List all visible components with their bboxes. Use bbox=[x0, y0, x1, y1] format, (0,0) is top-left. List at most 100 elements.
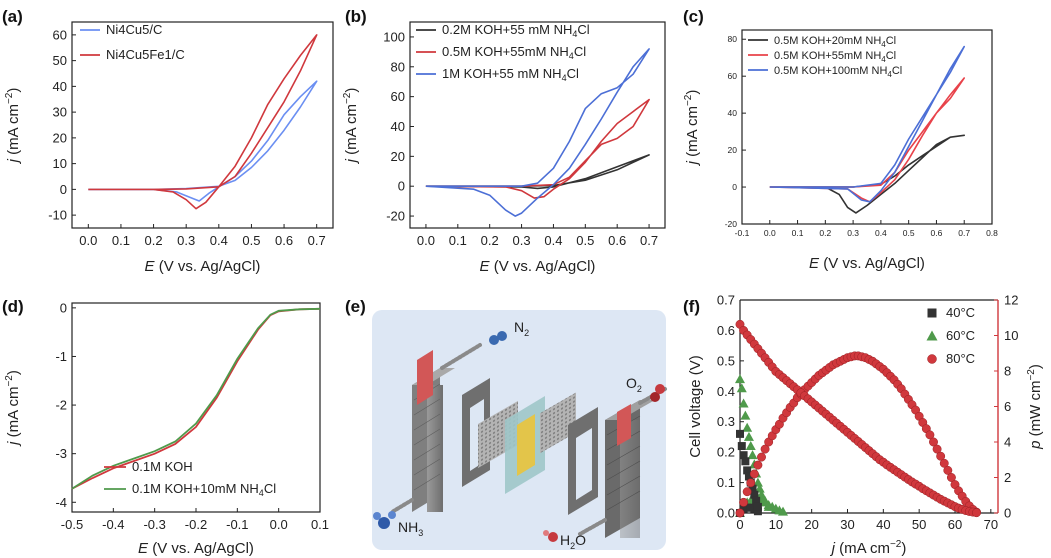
x-tick-label: -0.3 bbox=[143, 517, 165, 532]
chart-b-cv-koh: 0.0 0.1 0.2 0.3 0.4 0.5 0.6 0.7 100 80 60 40 20 0 -20 0… bbox=[342, 21, 666, 275]
y-tick-label: 10 bbox=[53, 156, 67, 171]
x-tick-label: -0.4 bbox=[102, 517, 124, 532]
y-axis-label: Cell voltage (V) bbox=[687, 355, 704, 458]
chart-d-lsv: -0.5 -0.4 -0.3 -0.2 -0.1 0.0 0.1 0 -1 -2 -3 -4 0.1M … bbox=[4, 300, 329, 557]
y-tick-label: 40 bbox=[391, 119, 405, 134]
y-tick-label: 30 bbox=[53, 105, 67, 120]
y-axis-label: j (mA cm−2) bbox=[683, 90, 701, 167]
series-line-1 bbox=[71, 307, 321, 490]
voltage-point bbox=[743, 466, 752, 475]
legend-marker bbox=[927, 354, 937, 364]
series-line-3 bbox=[769, 45, 965, 203]
n2-molecule-icon bbox=[489, 331, 507, 345]
y-axis-label: j (mA cm−2) bbox=[4, 370, 22, 447]
voltage-point bbox=[736, 383, 747, 393]
series-line-1 bbox=[88, 80, 318, 202]
x-axis-label: j (mA cm−2) bbox=[830, 539, 907, 557]
x-tick-label: 0.1 bbox=[449, 233, 467, 248]
x-tick-label: 0.0 bbox=[79, 233, 97, 248]
legend-entry: 0.5M KOH+55mM NH4Cl bbox=[774, 50, 896, 64]
x-tick-label: 40 bbox=[876, 517, 890, 532]
legend-marker bbox=[927, 308, 937, 318]
panel-label-f: (f) bbox=[683, 297, 700, 316]
legend-entry: 40°C bbox=[946, 305, 975, 320]
power-point bbox=[932, 444, 942, 454]
y-axis-label: j (mA cm−2) bbox=[342, 88, 360, 165]
y2-axis-label: p (mW cm−2) bbox=[1026, 364, 1044, 450]
x-tick-label: 0.6 bbox=[931, 228, 943, 238]
x-axis-label: E (V vs. Ag/AgCl) bbox=[809, 255, 925, 272]
power-point bbox=[746, 478, 756, 488]
x-tick-label: 0.6 bbox=[608, 233, 626, 248]
panel-label-a: (a) bbox=[2, 7, 23, 26]
legend-entry: 60°C bbox=[946, 328, 975, 343]
y-tick-label: 40 bbox=[53, 79, 67, 94]
power-point bbox=[739, 497, 749, 507]
anode-inlet-pipe bbox=[390, 498, 414, 514]
y-tick-label: 0.6 bbox=[717, 323, 735, 338]
series-line-2 bbox=[71, 307, 321, 490]
cathode-inlet-pipe bbox=[578, 518, 607, 536]
x-tick-label: 0.3 bbox=[177, 233, 195, 248]
chart-c-cv-nh4cl: -0.1 0.0 0.1 0.2 0.3 0.4 0.5 0.6 0.7 0.8 80 60 40 20 0… bbox=[683, 29, 998, 272]
power-point bbox=[943, 465, 953, 475]
x-tick-label: 0.1 bbox=[792, 228, 804, 238]
y-tick-label: -1 bbox=[55, 349, 67, 364]
voltage-point bbox=[740, 410, 751, 420]
y-tick-label: 0.1 bbox=[717, 475, 735, 490]
voltage-point bbox=[736, 429, 744, 438]
voltage-point bbox=[752, 477, 763, 487]
x-tick-label: 0.4 bbox=[544, 233, 562, 248]
x-tick-label: 0.7 bbox=[958, 228, 970, 238]
power-point bbox=[749, 469, 759, 479]
y-tick-label: 0.4 bbox=[717, 384, 735, 399]
legend-marker bbox=[926, 330, 938, 341]
y-tick-label: 60 bbox=[728, 71, 738, 81]
y2-tick-label: 0 bbox=[1004, 506, 1011, 521]
voltage-point bbox=[748, 484, 757, 493]
anode-gas-diffusion-layer bbox=[478, 400, 518, 469]
x-tick-label: 0.4 bbox=[875, 228, 887, 238]
series-line-2 bbox=[425, 98, 650, 199]
voltage-point bbox=[760, 495, 771, 505]
nh3-molecule-icon bbox=[373, 511, 396, 529]
y-tick-label: -10 bbox=[48, 208, 67, 223]
y-tick-label: -3 bbox=[55, 446, 67, 461]
x-tick-label: -0.1 bbox=[735, 228, 750, 238]
voltage-point bbox=[747, 450, 758, 460]
x-tick-label: 60 bbox=[948, 517, 962, 532]
y-tick-label: 0 bbox=[60, 300, 67, 315]
x-tick-label: 20 bbox=[804, 517, 818, 532]
voltage-point bbox=[743, 431, 754, 441]
chart-f-fuel-cell: 0 10 20 30 40 50 60 700.70.60.50.40.30.20.10.01… bbox=[687, 293, 1044, 558]
x-tick-label: 0.1 bbox=[311, 517, 329, 532]
legend-entry: 0.2M KOH+55 mM NH4Cl bbox=[442, 22, 590, 39]
cathode-gas-diffusion-layer bbox=[540, 392, 576, 454]
legend-entry: Ni4Cu5/C bbox=[106, 22, 162, 37]
x-tick-label: -0.5 bbox=[61, 517, 83, 532]
voltage-point bbox=[744, 472, 753, 481]
legend-entry: 0.1M KOH+10mM NH4Cl bbox=[132, 481, 276, 498]
x-tick-label: 0.0 bbox=[764, 228, 776, 238]
h2o-molecule-icon bbox=[543, 530, 558, 542]
anode-current-collector bbox=[417, 350, 433, 405]
y-tick-label: 20 bbox=[728, 145, 738, 155]
nh3-label: NH3 bbox=[398, 519, 423, 538]
x-tick-label: 0.6 bbox=[275, 233, 293, 248]
voltage-point bbox=[739, 451, 748, 460]
x-tick-label: 0.7 bbox=[640, 233, 658, 248]
legend-entry: 0.1M KOH bbox=[132, 459, 193, 474]
voltage-point bbox=[745, 441, 756, 451]
x-tick-label: 0.0 bbox=[417, 233, 435, 248]
voltage-point bbox=[741, 457, 750, 466]
power-point bbox=[939, 458, 949, 468]
voltage-point bbox=[735, 374, 745, 384]
x-tick-label: 0.3 bbox=[513, 233, 531, 248]
x-tick-label: -0.1 bbox=[226, 517, 248, 532]
voltage-point bbox=[742, 422, 753, 432]
voltage-point bbox=[754, 483, 765, 493]
x-tick-label: 0.3 bbox=[847, 228, 859, 238]
legend-entry: 0.5M KOH+100mM NH4Cl bbox=[774, 65, 902, 79]
anode-outlet-pipe bbox=[440, 343, 482, 370]
